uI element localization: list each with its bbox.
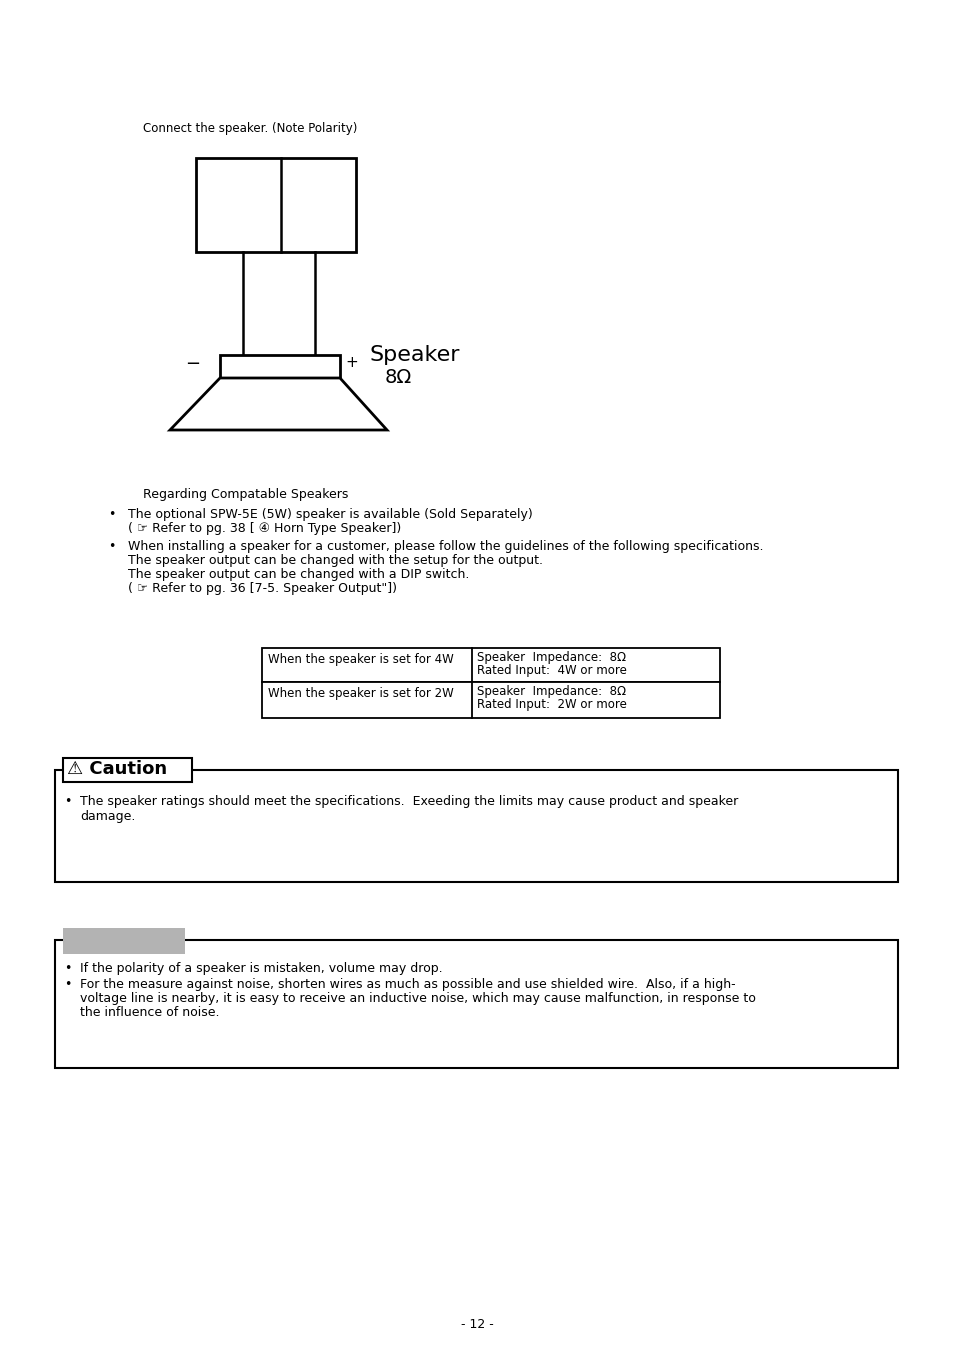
Text: Regarding Compatable Speakers: Regarding Compatable Speakers xyxy=(143,487,348,501)
Text: When installing a speaker for a customer, please follow the guidelines of the fo: When installing a speaker for a customer… xyxy=(128,540,762,553)
Text: If the polarity of a speaker is mistaken, volume may drop.: If the polarity of a speaker is mistaken… xyxy=(80,963,442,975)
Text: For the measure against noise, shorten wires as much as possible and use shielde: For the measure against noise, shorten w… xyxy=(80,977,735,991)
Polygon shape xyxy=(170,378,387,431)
Text: ⚠ Caution: ⚠ Caution xyxy=(67,760,167,778)
Bar xyxy=(220,355,339,378)
Text: When the speaker is set for 2W: When the speaker is set for 2W xyxy=(268,687,454,701)
Text: Rated Input:  2W or more: Rated Input: 2W or more xyxy=(476,698,626,711)
Text: ( ☞ Refer to pg. 36 [7-5. Speaker Output"]): ( ☞ Refer to pg. 36 [7-5. Speaker Output… xyxy=(128,582,396,595)
Text: Speaker  Impedance:  8Ω: Speaker Impedance: 8Ω xyxy=(476,684,625,698)
Bar xyxy=(63,757,192,782)
Text: Connect the speaker. (Note Polarity): Connect the speaker. (Note Polarity) xyxy=(143,122,357,135)
Text: ( ☞ Refer to pg. 38 [ ④ Horn Type Speaker]): ( ☞ Refer to pg. 38 [ ④ Horn Type Speake… xyxy=(128,522,401,535)
Text: When the speaker is set for 4W: When the speaker is set for 4W xyxy=(268,653,454,666)
Text: Speaker  Impedance:  8Ω: Speaker Impedance: 8Ω xyxy=(476,651,625,664)
Text: •: • xyxy=(64,963,71,975)
Text: •: • xyxy=(64,795,71,809)
Bar xyxy=(262,682,720,718)
Text: Speaker: Speaker xyxy=(370,346,460,365)
Text: •: • xyxy=(108,540,115,553)
Bar xyxy=(262,648,720,682)
Text: The optional SPW-5E (5W) speaker is available (Sold Separately): The optional SPW-5E (5W) speaker is avai… xyxy=(128,508,532,521)
Bar xyxy=(55,769,897,882)
Text: The speaker ratings should meet the specifications.  Exeeding the limits may cau: The speaker ratings should meet the spec… xyxy=(80,795,738,824)
Text: The speaker output can be changed with the setup for the output.: The speaker output can be changed with t… xyxy=(128,554,542,567)
Text: 8Ω: 8Ω xyxy=(385,369,412,387)
Text: the influence of noise.: the influence of noise. xyxy=(80,1006,219,1019)
Text: The speaker output can be changed with a DIP switch.: The speaker output can be changed with a… xyxy=(128,568,469,580)
Text: Rated Input:  4W or more: Rated Input: 4W or more xyxy=(476,664,626,676)
Text: •: • xyxy=(108,508,115,521)
Bar xyxy=(55,940,897,1068)
Bar xyxy=(195,158,355,252)
Text: +: + xyxy=(345,355,357,370)
Bar xyxy=(63,927,185,954)
Text: −: − xyxy=(185,355,200,373)
Text: •: • xyxy=(64,977,71,991)
Text: - 12 -: - 12 - xyxy=(460,1318,493,1331)
Text: voltage line is nearby, it is easy to receive an inductive noise, which may caus: voltage line is nearby, it is easy to re… xyxy=(80,992,755,1004)
